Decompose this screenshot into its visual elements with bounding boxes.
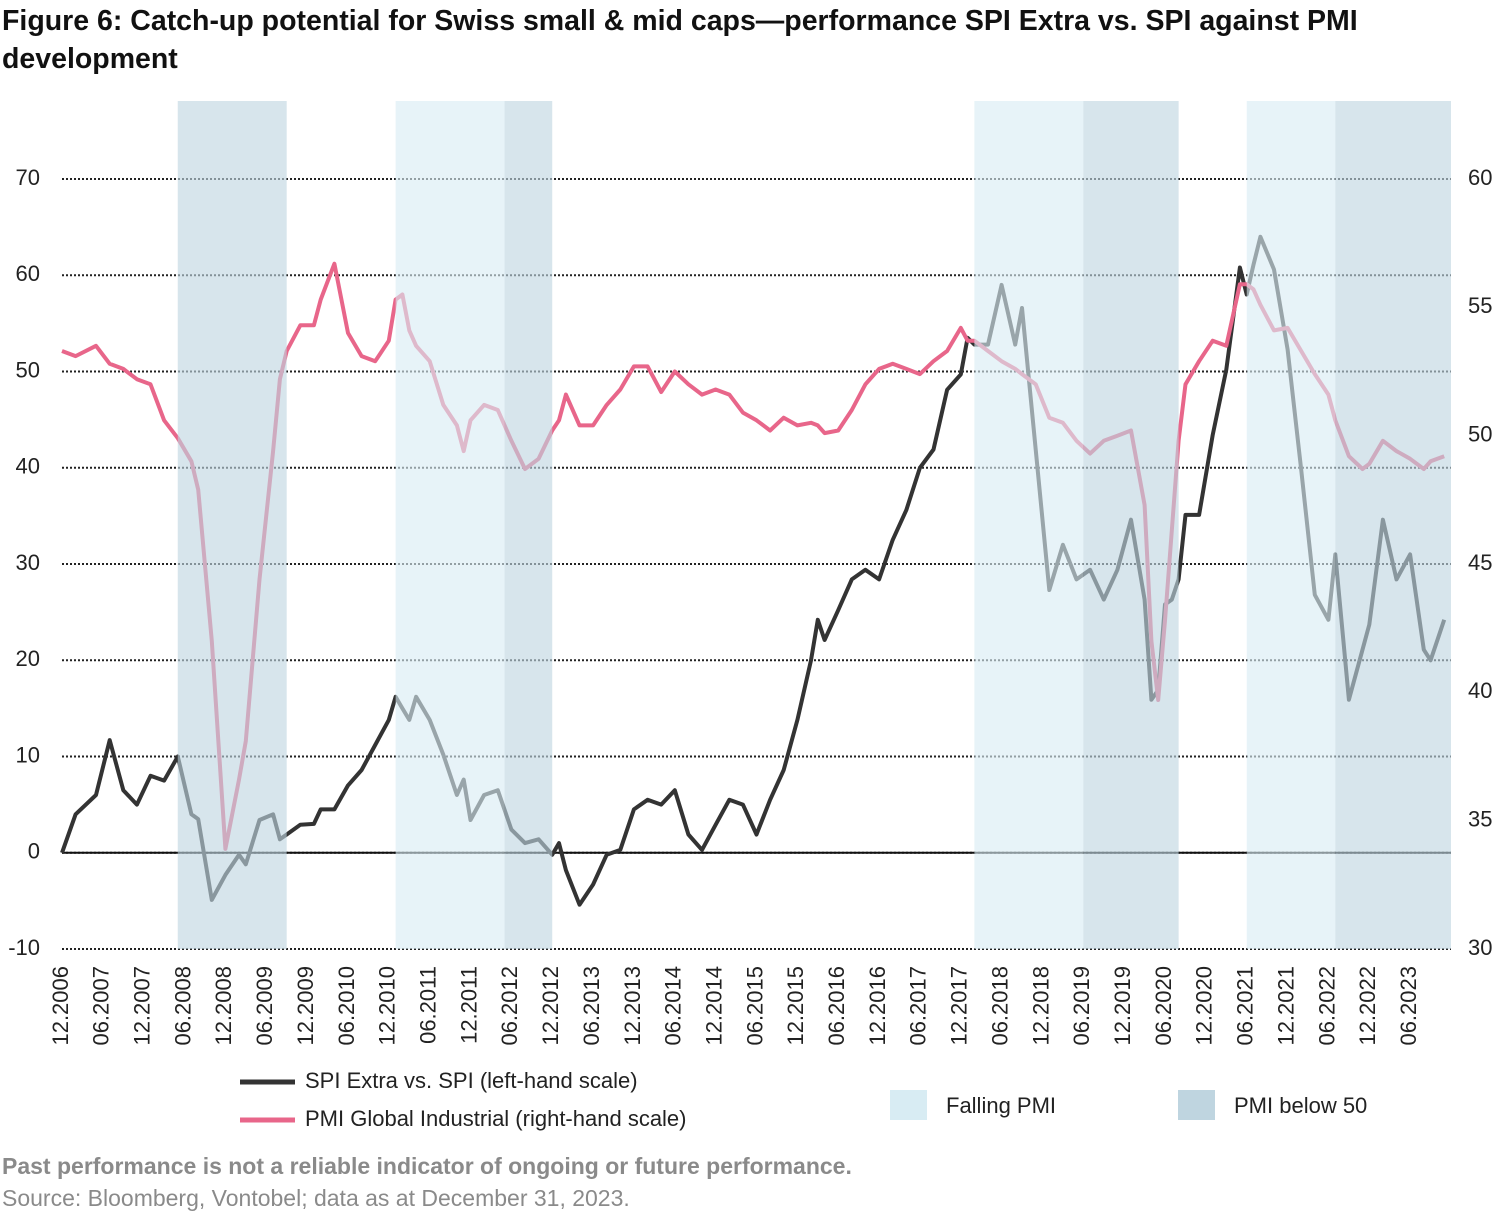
y2-tick-label: 55 <box>1468 293 1492 318</box>
x-tick-label: 12.2016 <box>865 966 890 1046</box>
x-tick-label: 12.2007 <box>130 966 155 1046</box>
legend-label: SPI Extra vs. SPI (left-hand scale) <box>305 1068 638 1093</box>
y2-tick-label: 35 <box>1468 806 1492 831</box>
footnote: Past performance is not a reliable indic… <box>2 1153 852 1179</box>
x-tick-label: 12.2019 <box>1110 966 1135 1046</box>
x-tick-label: 12.2008 <box>211 966 236 1046</box>
region-band <box>177 101 287 949</box>
x-tick-label: 06.2008 <box>170 966 195 1046</box>
region-band <box>1335 101 1451 949</box>
x-tick-label: 06.2013 <box>579 966 604 1046</box>
y2-tick-label: 50 <box>1468 421 1492 446</box>
y-tick-label: 0 <box>28 839 40 864</box>
x-tick-label: 06.2007 <box>89 966 114 1046</box>
chart-title: Figure 6: Catch-up potential for Swiss s… <box>2 5 1358 75</box>
x-tick-label: 12.2009 <box>293 966 318 1046</box>
y-tick-label: 30 <box>16 550 40 575</box>
y-tick-label: 40 <box>16 454 40 479</box>
x-tick-label: 06.2016 <box>824 966 849 1046</box>
x-tick-label: 12.2011 <box>456 966 481 1044</box>
y-tick-label: 50 <box>16 357 40 382</box>
region-band <box>395 101 505 949</box>
x-tick-label: 12.2018 <box>1028 966 1053 1046</box>
legend-label: PMI Global Industrial (right-hand scale) <box>305 1106 687 1131</box>
region-band <box>974 101 1084 949</box>
region-band <box>504 101 553 949</box>
x-tick-label: 12.2006 <box>48 966 73 1046</box>
x-tick-label: 06.2018 <box>987 966 1012 1046</box>
x-tick-label: 12.2020 <box>1192 966 1217 1046</box>
y-tick-label: 20 <box>16 646 40 671</box>
x-tick-label: 06.2009 <box>252 966 277 1046</box>
legend-swatch <box>1178 1090 1215 1120</box>
x-tick-label: 06.2014 <box>661 966 686 1046</box>
region-band <box>1083 101 1179 949</box>
region-band <box>1246 101 1336 949</box>
x-tick-label: 06.2015 <box>742 966 767 1046</box>
legend-label: Falling PMI <box>946 1093 1056 1118</box>
x-tick-label: 12.2022 <box>1355 966 1380 1046</box>
x-tick-label: 06.2019 <box>1069 966 1094 1046</box>
y-tick-label: 70 <box>16 165 40 190</box>
series-line <box>60 234 1447 907</box>
x-tick-label: 06.2011 <box>415 966 440 1044</box>
y-tick-label: -10 <box>8 935 40 960</box>
x-tick-label: 06.2020 <box>1151 966 1176 1046</box>
y2-tick-label: 60 <box>1468 165 1492 190</box>
y-tick-label: 10 <box>16 742 40 767</box>
x-tick-label: 12.2015 <box>783 966 808 1046</box>
x-tick-label: 06.2012 <box>497 966 522 1046</box>
legend-swatch <box>890 1090 927 1120</box>
source: Source: Bloomberg, Vontobel; data as at … <box>2 1185 630 1211</box>
x-tick-label: 06.2010 <box>334 966 359 1046</box>
series-line <box>61 261 1445 851</box>
x-tick-label: 12.2014 <box>701 966 726 1046</box>
y2-tick-label: 40 <box>1468 678 1492 703</box>
y2-tick-label: 30 <box>1468 935 1492 960</box>
y2-tick-label: 45 <box>1468 550 1492 575</box>
y-tick-label: 60 <box>16 261 40 286</box>
x-tick-label: 06.2023 <box>1396 966 1421 1046</box>
x-tick-label: 06.2017 <box>906 966 931 1046</box>
x-tick-label: 12.2010 <box>375 966 400 1046</box>
x-tick-label: 12.2013 <box>620 966 645 1046</box>
x-tick-label: 06.2021 <box>1233 966 1258 1046</box>
x-tick-label: 12.2017 <box>947 966 972 1046</box>
x-tick-label: 12.2021 <box>1273 966 1298 1046</box>
x-tick-label: 06.2022 <box>1314 966 1339 1046</box>
x-tick-label: 12.2012 <box>538 966 563 1046</box>
legend-label: PMI below 50 <box>1234 1093 1367 1118</box>
